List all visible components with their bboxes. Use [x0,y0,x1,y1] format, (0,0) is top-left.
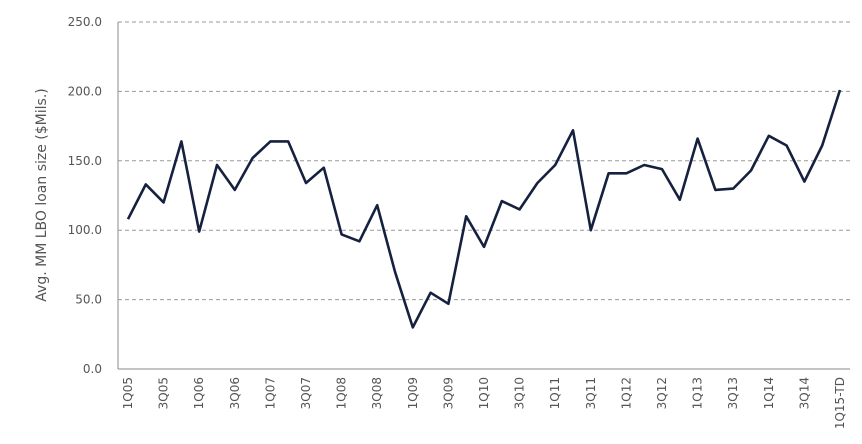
x-tick-label: 3Q09 [441,377,455,409]
x-tick-label: 3Q13 [726,377,740,409]
x-tick-label: 1Q08 [335,377,349,409]
x-tick-label: 1Q12 [619,377,633,409]
series-line [126,89,842,329]
x-tick-label: 3Q10 [513,377,527,409]
x-tick-label: 3Q07 [299,377,313,409]
y-tick-label: 0.0 [83,362,102,376]
x-tick-label: 3Q06 [228,377,242,409]
x-tick-label: 1Q15-TD [833,377,847,429]
x-tick-label: 3Q08 [370,377,384,409]
y-tick-label: 100.0 [68,223,102,237]
gridlines [118,21,850,301]
y-tick-label: 150.0 [68,154,102,168]
y-axis-label: Avg. MM LBO loan size ($Mils.) [34,88,50,301]
x-tick-label: 3Q05 [157,377,171,409]
y-tick-label: 250.0 [68,15,102,29]
y-tick-labels: 0.0 50.0 100.0 150.0 200.0 250.0 [68,15,102,376]
x-tick-label: 1Q14 [762,377,776,409]
x-tick-label: 1Q11 [548,377,562,409]
x-tick-label: 1Q07 [263,377,277,409]
x-tick-label: 3Q11 [584,377,598,409]
x-tick-label: 1Q05 [121,377,135,409]
x-tick-label: 1Q10 [477,377,491,409]
y-tick-label: 50.0 [75,293,102,307]
x-tick-label: 1Q09 [406,377,420,409]
x-tick-label: 3Q12 [655,377,669,409]
y-tick-label: 200.0 [68,84,102,98]
x-tick-label: 1Q13 [691,377,705,409]
x-tick-label: 1Q06 [192,377,206,409]
x-tick-label: 3Q14 [797,377,811,409]
x-tick-labels: 1Q05 3Q05 1Q06 3Q06 1Q07 3Q07 1Q08 3Q08 1Q09 3Q09… [121,377,847,429]
